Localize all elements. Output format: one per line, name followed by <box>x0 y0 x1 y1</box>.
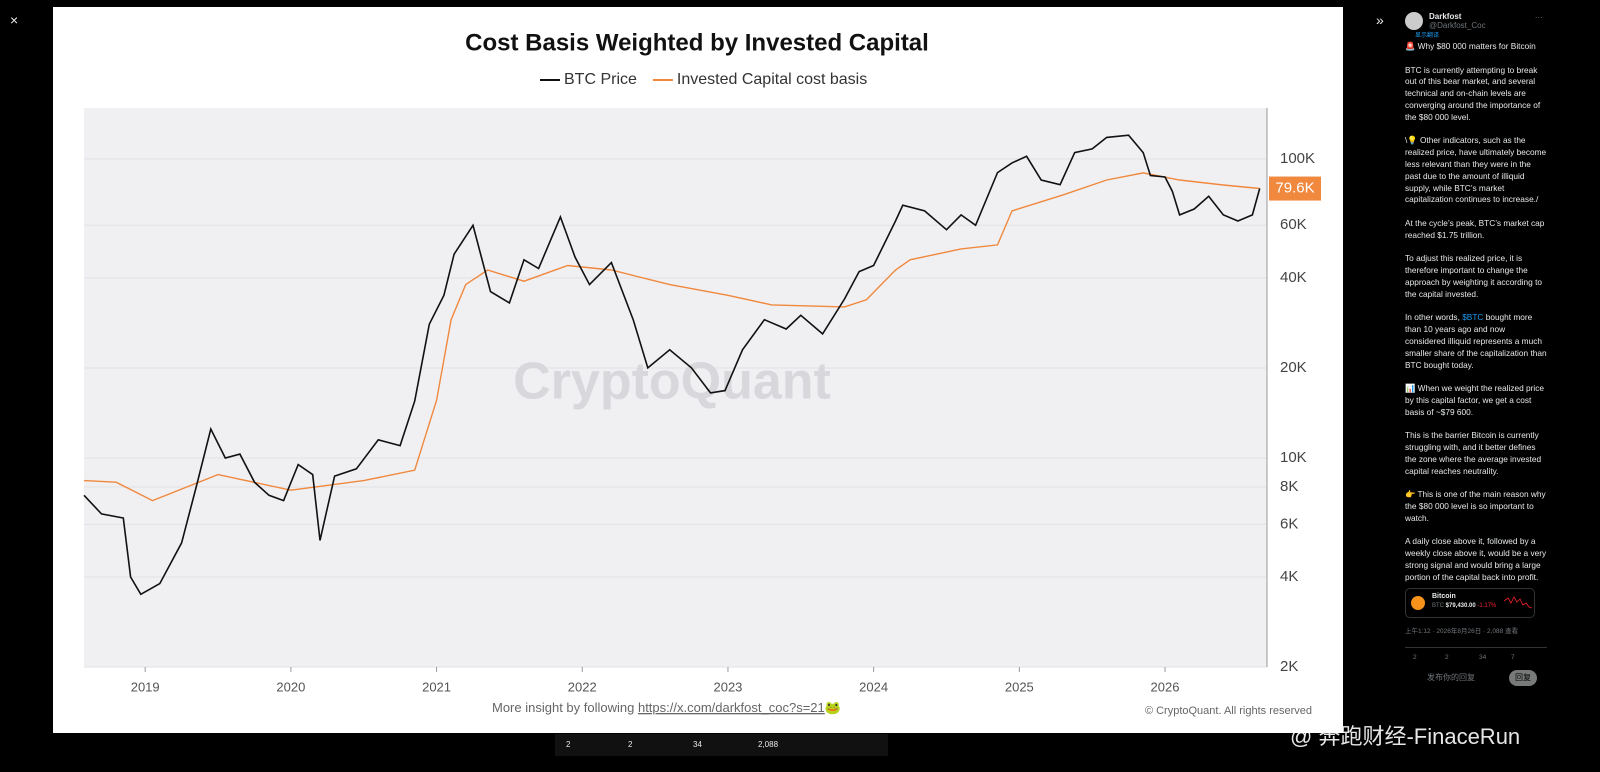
reply-count[interactable]: 2 <box>566 740 571 749</box>
translate[interactable]: 显示翻译 <box>1415 33 1440 39</box>
paragraph: 🚨 Why $80 000 matters for Bitcoin <box>1405 41 1536 51</box>
series-line <box>83 172 1260 502</box>
footer-link[interactable]: https://x.com/darkfost_coc?s=21 <box>638 700 825 715</box>
paragraph: 📊 When we weight the realized price by t… <box>1405 383 1544 417</box>
y-tick-label: 40K <box>1280 269 1307 286</box>
last-value-badge <box>1269 176 1321 201</box>
bookmark-count[interactable]: 7 <box>1511 654 1515 662</box>
x-tick-label: 2025 <box>1005 679 1034 694</box>
card-quote: BTC $79,430.00 -1.17% <box>1432 601 1496 613</box>
legend-label: BTC Price <box>564 71 637 88</box>
sparkline-line <box>1504 595 1532 609</box>
tweet: Darkfost @Darkfost_Coc ··· 显示翻译 🚨 Why $8… <box>1405 12 1547 687</box>
x-tick-label: 2026 <box>1151 679 1180 694</box>
reply-button[interactable]: 回复 <box>1509 670 1537 687</box>
y-tick-label: 4K <box>1280 568 1298 585</box>
paragraph: A daily close above it, followed by a we… <box>1405 536 1547 582</box>
text: In other words, <box>1405 312 1463 323</box>
footer-emoji: 🐸 <box>825 700 841 715</box>
reply-count[interactable]: 2 <box>1413 654 1417 662</box>
ticker-card[interactable]: Bitcoin BTC $79,430.00 -1.17% <box>1405 587 1535 618</box>
card-name: Bitcoin <box>1432 592 1456 600</box>
cashtag[interactable]: $BTC <box>1462 312 1484 323</box>
reply-input[interactable]: 发布你的回复 <box>1427 673 1475 683</box>
sparkline <box>1504 595 1532 609</box>
y-tick-label: 2K <box>1280 658 1298 675</box>
text: bought more than 10 years ago and now co… <box>1405 312 1547 370</box>
series-line <box>83 134 1261 596</box>
btc-icon <box>1411 595 1425 610</box>
x-tick-label: 2020 <box>276 679 305 694</box>
paragraph: To adjust this realized price, it is the… <box>1405 253 1542 299</box>
like-count[interactable]: 34 <box>1479 654 1487 662</box>
last-value-label: 79.6K <box>1275 180 1314 197</box>
card-ticker: BTC <box>1432 602 1444 609</box>
x-tick-label: 2019 <box>131 679 160 694</box>
timestamp: 上午1:12 · 2026年8月26日 · 2,088 查看 <box>1405 627 1519 635</box>
chart-title: Cost Basis Weighted by Invested Capital <box>465 29 929 56</box>
watermark: CryptoQuant <box>513 353 831 411</box>
avatar[interactable] <box>1405 12 1423 30</box>
card-price: $79,430.00 <box>1445 602 1476 609</box>
handle[interactable]: @Darkfost_Coc <box>1429 21 1486 30</box>
x-tick-label: 2021 <box>422 679 451 694</box>
close-button[interactable]: × <box>10 12 19 28</box>
collapse-button[interactable]: » <box>1376 12 1384 28</box>
x-tick-label: 2024 <box>859 679 888 694</box>
y-tick-label: 100K <box>1280 150 1315 167</box>
paragraph: 👉 This is one of the main reason why the… <box>1405 489 1546 523</box>
reply-box: 发布你的回复 回复 <box>1405 670 1547 687</box>
footer: More insight by following https://x.com/… <box>492 700 841 715</box>
more-button[interactable]: ··· <box>1534 12 1543 22</box>
view-count[interactable]: 2,088 <box>758 740 779 749</box>
y-tick-label: 8K <box>1280 478 1298 495</box>
actions: 2 2 34 7 <box>1405 647 1547 662</box>
y-tick-label: 20K <box>1280 359 1307 376</box>
x-tick-label: 2022 <box>568 679 597 694</box>
post-bar <box>555 734 888 756</box>
paragraph: In other words, $BTC bought more than 10… <box>1405 312 1547 371</box>
legend-label: Invested Capital cost basis <box>677 71 867 88</box>
paragraph: BTC is currently attempting to break out… <box>1405 64 1541 122</box>
plot-area <box>84 108 1267 667</box>
footer-text: More insight by following <box>492 700 638 715</box>
author[interactable]: Darkfost <box>1429 12 1462 21</box>
like-count[interactable]: 34 <box>693 740 702 749</box>
x-tick-label: 2023 <box>713 679 742 694</box>
card-change: -1.17% <box>1477 602 1497 609</box>
y-tick-label: 10K <box>1280 449 1307 466</box>
repost-count[interactable]: 2 <box>1445 654 1449 662</box>
copyright: © CryptoQuant. All rights reserved <box>1145 705 1312 717</box>
repost-count[interactable]: 2 <box>628 740 633 749</box>
watermark: @ 奔跑财经-FinaceRun <box>1290 724 1521 749</box>
y-tick-label: 6K <box>1280 515 1298 532</box>
y-tick-label: 60K <box>1280 216 1307 233</box>
paragraph: At the cycle’s peak, BTC’s market cap re… <box>1405 217 1545 240</box>
paragraph: This is the barrier Bitcoin is currently… <box>1405 430 1542 476</box>
paragraph: \💡 Other indicators, such as the realize… <box>1405 135 1547 205</box>
